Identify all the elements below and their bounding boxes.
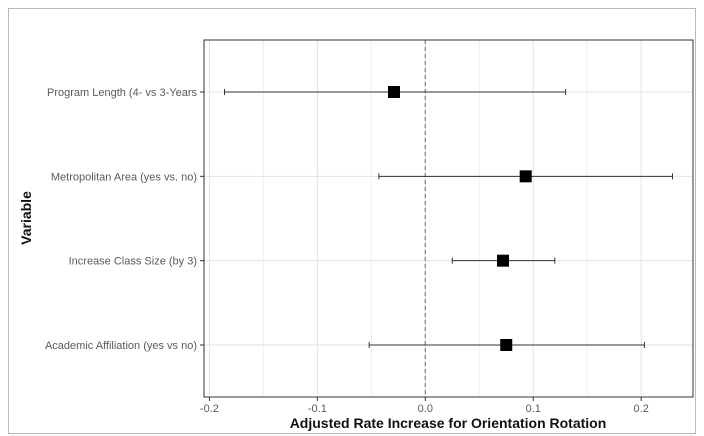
y-tick-label: Academic Affiliation (yes vs no) xyxy=(45,340,197,352)
x-tick-label: 0.2 xyxy=(634,403,649,415)
x-tick-label: -0.2 xyxy=(200,403,219,415)
x-tick-label: 0.0 xyxy=(418,403,433,415)
point-estimate xyxy=(500,339,513,351)
plot-panel-border xyxy=(203,39,694,398)
y-tick-labels: Program Length (4- vs 3-Years Metropolita… xyxy=(45,87,204,352)
x-tick-labels: -0.2 -0.1 0.0 0.1 0.2 xyxy=(200,397,649,415)
x-axis-title: Adjusted Rate Increase for Orientation R… xyxy=(290,415,607,431)
point-estimates xyxy=(387,86,532,351)
point-estimate xyxy=(497,254,510,267)
y-axis-title: Variable xyxy=(18,191,34,245)
x-tick-label: -0.1 xyxy=(308,403,327,415)
point-estimate xyxy=(387,86,400,98)
x-tick-label: 0.1 xyxy=(526,403,541,415)
plot-panel-background xyxy=(204,40,693,397)
y-tick-label: Metropolitan Area (yes vs. no) xyxy=(51,171,197,183)
y-tick-label: Increase Class Size (by 3) xyxy=(69,256,197,268)
y-tick-label: Program Length (4- vs 3-Years xyxy=(47,87,197,99)
point-estimate xyxy=(519,170,532,183)
